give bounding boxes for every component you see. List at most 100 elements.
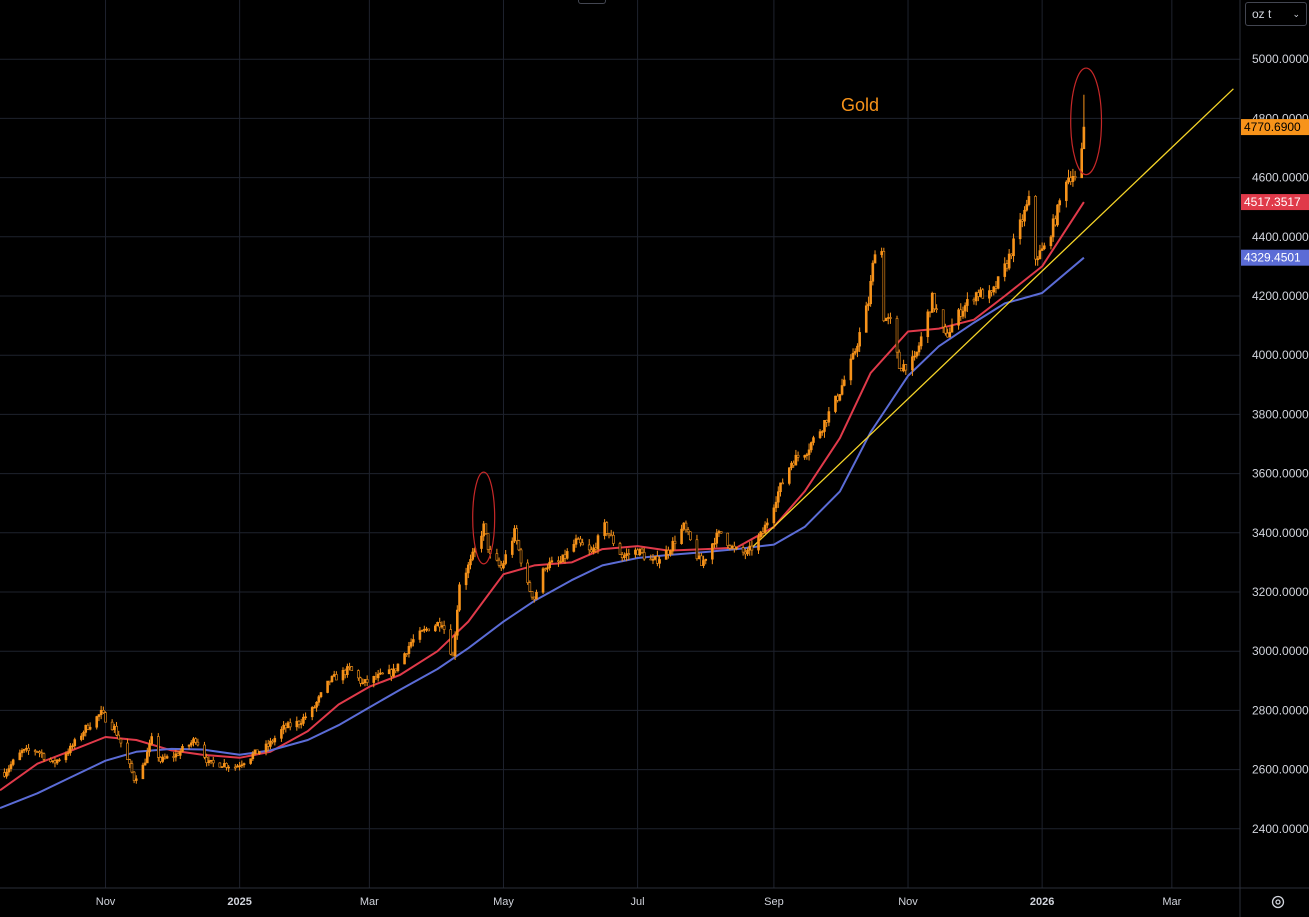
candle-body bbox=[787, 467, 791, 484]
candle-body bbox=[638, 548, 642, 556]
candle-body bbox=[895, 318, 899, 353]
candle-body bbox=[495, 553, 499, 561]
candle-body bbox=[576, 538, 580, 540]
candle-body bbox=[869, 281, 872, 305]
candle-body bbox=[790, 462, 793, 469]
candle-body bbox=[1025, 204, 1029, 211]
candle-body bbox=[392, 668, 395, 677]
candle-body bbox=[427, 628, 431, 632]
candle-body bbox=[299, 723, 303, 725]
y-tick-label: 5000.0000 bbox=[1252, 52, 1309, 66]
candle-body bbox=[207, 760, 211, 763]
candle-body bbox=[53, 760, 57, 764]
candle-body bbox=[774, 501, 778, 509]
unit-dropdown[interactable]: oz t ⌄ bbox=[1245, 2, 1307, 26]
annotation-layer[interactable] bbox=[472, 67, 1103, 565]
candle-body bbox=[3, 772, 6, 777]
candle-body bbox=[20, 750, 24, 754]
candle-body bbox=[996, 276, 1000, 289]
highlight-ellipse-2[interactable] bbox=[1070, 67, 1103, 176]
candle-body bbox=[700, 555, 703, 566]
candle-body bbox=[284, 724, 288, 729]
candle-body bbox=[977, 292, 980, 297]
candle-body bbox=[873, 254, 877, 264]
candle-body bbox=[269, 740, 272, 747]
candle-body bbox=[605, 522, 609, 534]
candle-body bbox=[453, 635, 457, 657]
candle-body bbox=[264, 743, 268, 752]
top-panel-tab[interactable] bbox=[578, 0, 606, 4]
candle-body bbox=[350, 666, 354, 671]
x-tick-label: Sep bbox=[764, 896, 784, 908]
candle-body bbox=[174, 753, 178, 758]
candle-body bbox=[251, 753, 255, 760]
candle-body bbox=[440, 625, 444, 628]
candle-body bbox=[409, 641, 413, 647]
highlight-ellipse-1[interactable] bbox=[472, 471, 496, 565]
candle-body bbox=[172, 756, 175, 758]
candle-body bbox=[596, 535, 600, 550]
time-axis[interactable]: Nov 2025 Mar May Jul Sep Nov 2026 Mar bbox=[96, 896, 1182, 908]
candle-body bbox=[203, 744, 206, 758]
candle-body bbox=[469, 559, 472, 566]
candle-body bbox=[618, 543, 622, 555]
y-tick-label: 4400.0000 bbox=[1252, 230, 1309, 244]
candle-body bbox=[227, 766, 230, 769]
candle-body bbox=[425, 628, 428, 631]
candle-body bbox=[579, 538, 582, 544]
candle-body bbox=[728, 545, 732, 549]
candle-body bbox=[361, 682, 365, 684]
candle-body bbox=[1010, 253, 1013, 257]
candle-body bbox=[146, 751, 149, 764]
candle-body bbox=[779, 482, 782, 493]
candle-body bbox=[346, 666, 349, 675]
candle-body bbox=[161, 756, 164, 762]
y-tick-label: 3000.0000 bbox=[1252, 644, 1309, 658]
x-tick-label: Nov bbox=[898, 896, 918, 908]
candle-body bbox=[394, 668, 398, 672]
candle-body bbox=[590, 549, 593, 553]
price-axis[interactable]: 2400.0000 2600.0000 2800.0000 3000.0000 3200… bbox=[1252, 52, 1309, 836]
ma1-price-badge: 4517.3517 bbox=[1244, 195, 1301, 209]
candle-body bbox=[546, 567, 549, 570]
chart-settings-button[interactable] bbox=[1266, 890, 1290, 914]
candle-body bbox=[607, 533, 611, 536]
candle-body bbox=[864, 305, 868, 333]
unit-dropdown-label: oz t bbox=[1252, 7, 1272, 21]
candle-body bbox=[1067, 177, 1070, 183]
candle-body bbox=[763, 524, 767, 534]
candle-body bbox=[959, 309, 963, 317]
candle-body bbox=[209, 759, 213, 762]
candle-body bbox=[746, 549, 749, 555]
candle-body bbox=[249, 758, 252, 764]
last-price-badge-bg bbox=[1241, 119, 1309, 136]
candle-body bbox=[853, 351, 857, 354]
candle-body bbox=[181, 746, 184, 752]
y-tick-label: 2600.0000 bbox=[1252, 763, 1309, 777]
x-tick-label: Mar bbox=[1162, 896, 1181, 908]
candle-body bbox=[517, 540, 521, 551]
candle-body bbox=[403, 653, 406, 665]
candle-body bbox=[88, 726, 92, 730]
candle-body bbox=[528, 582, 532, 592]
trend-line[interactable] bbox=[751, 88, 1234, 549]
candle-body bbox=[748, 545, 752, 551]
candle-body bbox=[5, 771, 8, 777]
candle-body bbox=[957, 309, 960, 326]
candle-body bbox=[280, 729, 283, 739]
candle-body bbox=[471, 551, 474, 560]
candle-body bbox=[25, 747, 28, 750]
candle-body bbox=[119, 738, 123, 744]
moving-average-line-1 bbox=[0, 201, 1085, 792]
candle-body bbox=[80, 735, 83, 740]
candle-body bbox=[526, 562, 529, 583]
candle-body bbox=[396, 663, 400, 672]
candle-body bbox=[711, 543, 714, 560]
candle-body bbox=[1034, 196, 1037, 260]
candle-body bbox=[304, 716, 307, 719]
trend-line-layer[interactable] bbox=[751, 88, 1234, 549]
candle-body bbox=[563, 554, 567, 559]
candle-body bbox=[405, 653, 409, 655]
candle-body bbox=[642, 552, 646, 560]
